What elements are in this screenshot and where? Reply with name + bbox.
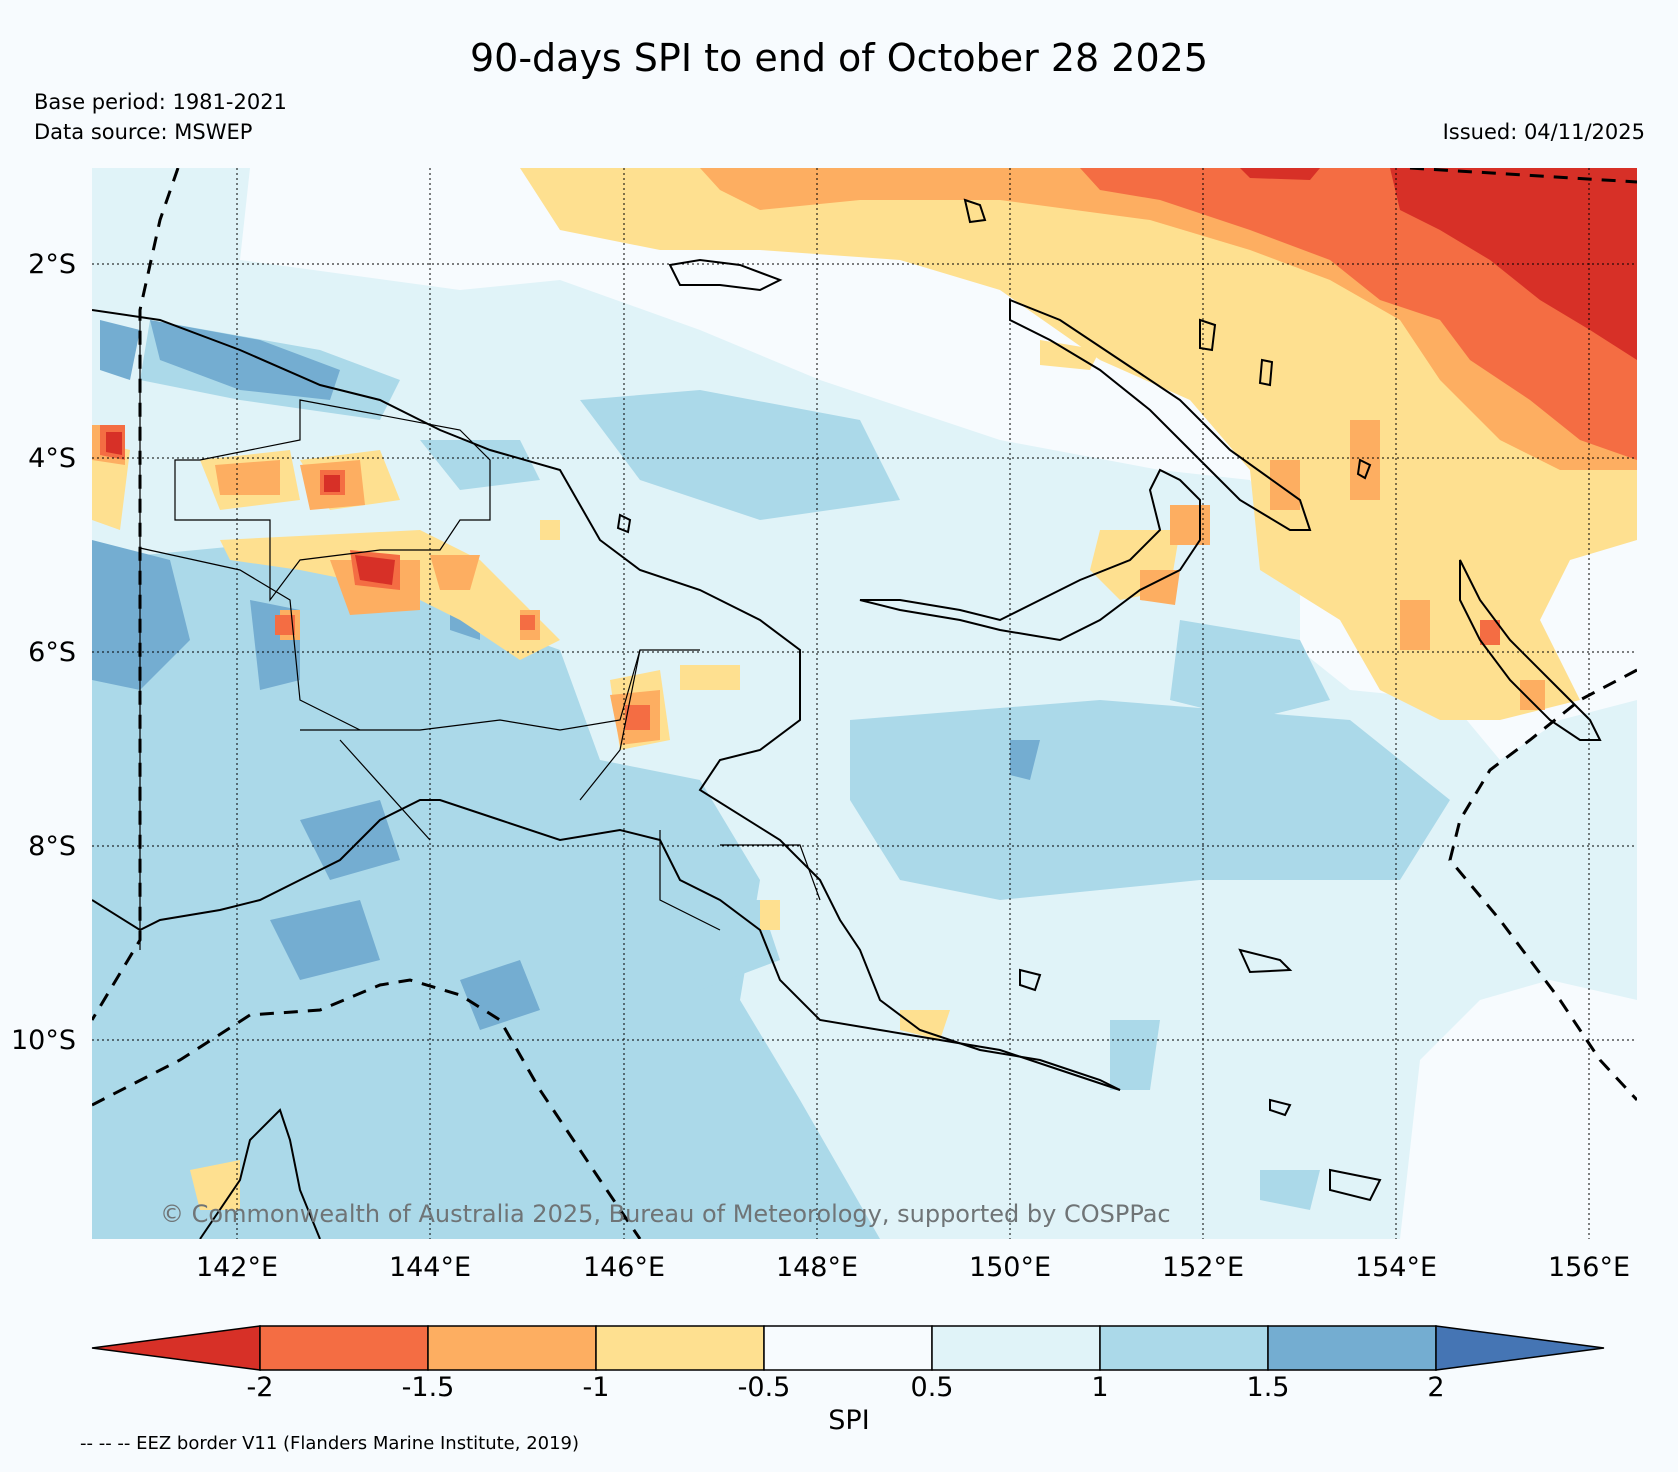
colorbar-tick-label: 1 — [1091, 1372, 1109, 1403]
colorbar-segment — [1267, 1325, 1437, 1371]
colorbar-title: SPI — [828, 1405, 870, 1436]
colorbar-tick-label: -0.5 — [737, 1372, 791, 1403]
map-area — [92, 168, 1637, 1239]
colorbar — [91, 1325, 1605, 1371]
colorbar-segment — [259, 1325, 429, 1371]
colorbar-tick-label: 2 — [1427, 1372, 1445, 1403]
lat-tick-label: 2°S — [28, 249, 76, 280]
eez-legend-note: -- -- -- EEZ border V11 (Flanders Marine… — [80, 1433, 580, 1454]
lat-tick-label: 10°S — [11, 1025, 76, 1056]
colorbar-segment — [595, 1325, 765, 1371]
lon-tick-label: 150°E — [969, 1252, 1051, 1283]
lon-tick-labels: 142°E 144°E 146°E 148°E 150°E 152°E 154°… — [196, 1252, 1630, 1283]
colorbar-segment — [427, 1325, 597, 1371]
eez-border — [92, 168, 1637, 1239]
lon-tick-label: 144°E — [389, 1252, 471, 1283]
lon-tick-label: 156°E — [1548, 1252, 1630, 1283]
colorbar-segment — [91, 1325, 261, 1371]
colorbar-segment — [931, 1325, 1101, 1371]
lat-tick-labels: 2°S 4°S 6°S 8°S 10°S — [11, 249, 76, 1056]
lon-tick-label: 142°E — [196, 1252, 278, 1283]
graticule — [92, 168, 1637, 1239]
lon-tick-label: 154°E — [1355, 1252, 1437, 1283]
lat-tick-label: 6°S — [28, 637, 76, 668]
colorbar-tick-label: 1.5 — [1246, 1372, 1290, 1403]
lon-tick-label: 148°E — [776, 1252, 858, 1283]
colorbar-tick-label: 0.5 — [910, 1372, 954, 1403]
copyright-notice: © Commonwealth of Australia 2025, Bureau… — [160, 1200, 1171, 1228]
lon-tick-label: 152°E — [1162, 1252, 1244, 1283]
lat-tick-label: 4°S — [28, 443, 76, 474]
colorbar-segment — [763, 1325, 933, 1371]
colorbar-tick-label: -2 — [246, 1372, 274, 1403]
spi-1.5-2-region — [92, 320, 1040, 1030]
base-period: Base period: 1981-2021 — [34, 90, 287, 114]
lon-tick-label: 146°E — [583, 1252, 665, 1283]
data-source: Data source: MSWEP — [34, 120, 253, 144]
map-title: 90-days SPI to end of October 28 2025 — [469, 36, 1209, 80]
colorbar-tick-label: -1 — [582, 1372, 610, 1403]
lat-tick-label: 8°S — [28, 831, 76, 862]
colorbar-segment — [1435, 1325, 1605, 1371]
coastlines — [92, 198, 1602, 1239]
colorbar-segment — [1099, 1325, 1269, 1371]
issued-date: Issued: 04/11/2025 — [1442, 120, 1645, 144]
colorbar-tick-label: -1.5 — [401, 1372, 455, 1403]
